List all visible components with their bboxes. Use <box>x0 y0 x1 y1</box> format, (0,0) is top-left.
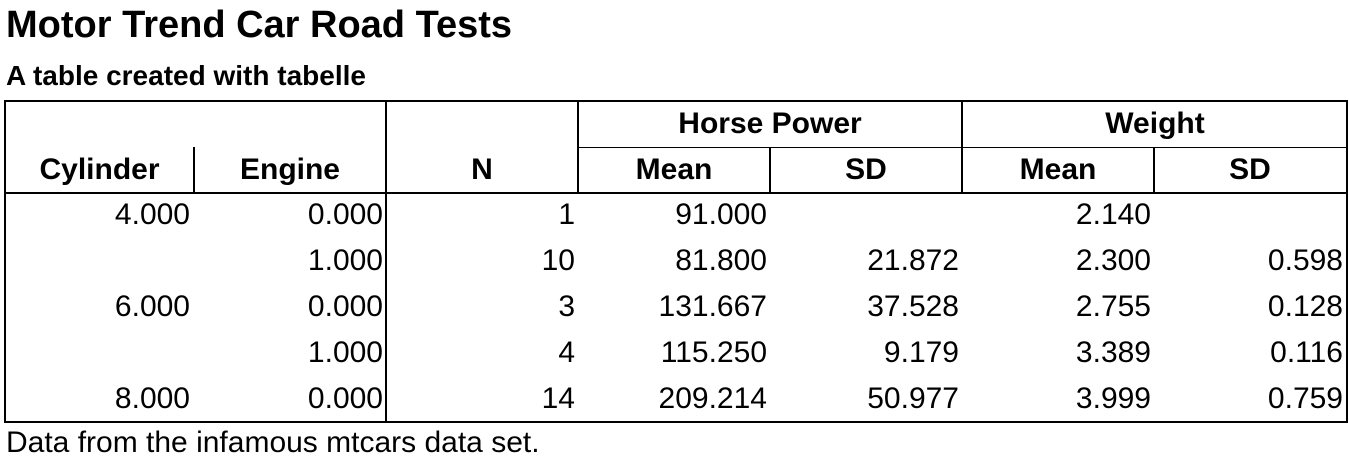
cell-n: 10 <box>541 244 575 277</box>
cell-n: 1 <box>558 198 575 231</box>
table-subtitle: A table created with tabelle <box>6 60 366 91</box>
cell-cylinder: 8.000 <box>114 382 190 415</box>
cell-wt-sd: 0.128 <box>1267 290 1343 323</box>
header-group-weight: Weight <box>1105 107 1205 140</box>
cell-wt-sd: 0.759 <box>1267 382 1343 415</box>
cell-hp-mean: 91.000 <box>675 198 767 231</box>
cell-hp-sd: 50.977 <box>867 382 959 415</box>
cell-engine: 1.000 <box>307 336 383 369</box>
cell-n: 3 <box>558 290 575 323</box>
divider-n <box>577 100 579 193</box>
divider-header-body <box>4 192 1348 194</box>
cell-hp-sd: 37.528 <box>867 290 959 323</box>
cell-engine: 1.000 <box>307 244 383 277</box>
divider-wt-mean-sd <box>1153 147 1155 193</box>
header-engine: Engine <box>239 153 340 186</box>
divider-weight-group <box>961 100 963 193</box>
divider-group-header <box>577 147 1347 148</box>
cell-engine: 0.000 <box>307 382 383 415</box>
cell-n: 14 <box>541 382 575 415</box>
cell-hp-mean: 209.214 <box>658 382 767 415</box>
header-hp-sd: SD <box>845 153 887 186</box>
cell-cylinder: 4.000 <box>114 198 190 231</box>
header-cylinder: Cylinder <box>39 153 160 186</box>
divider-hp-mean-sd <box>769 147 771 193</box>
cell-wt-sd: 0.598 <box>1267 244 1343 277</box>
data-table <box>4 100 1348 423</box>
cell-cylinder: 6.000 <box>114 290 190 323</box>
cell-engine: 0.000 <box>307 290 383 323</box>
header-hp-mean: Mean <box>635 153 713 186</box>
cell-wt-mean: 2.755 <box>1075 290 1151 323</box>
cell-wt-mean: 2.140 <box>1075 198 1151 231</box>
cell-n: 4 <box>558 336 575 369</box>
cell-hp-mean: 81.800 <box>675 244 767 277</box>
cell-wt-mean: 2.300 <box>1075 244 1151 277</box>
cell-hp-sd: 21.872 <box>867 244 959 277</box>
table-footnote: Data from the infamous mtcars data set. <box>6 426 540 459</box>
divider-row-header <box>385 100 387 423</box>
table-title: Motor Trend Car Road Tests <box>6 4 513 46</box>
cell-wt-sd: 0.116 <box>1270 336 1343 369</box>
divider-cylinder-engine <box>193 147 195 193</box>
header-group-horsepower: Horse Power <box>678 107 862 140</box>
cell-wt-mean: 3.999 <box>1075 382 1151 415</box>
header-n: N <box>471 153 493 186</box>
cell-wt-mean: 3.389 <box>1075 336 1151 369</box>
header-wt-mean: Mean <box>1019 153 1097 186</box>
cell-engine: 0.000 <box>307 198 383 231</box>
cell-hp-mean: 115.250 <box>660 336 767 369</box>
cell-hp-sd: 9.179 <box>883 336 959 369</box>
cell-hp-mean: 131.667 <box>658 290 767 323</box>
header-wt-sd: SD <box>1229 153 1271 186</box>
